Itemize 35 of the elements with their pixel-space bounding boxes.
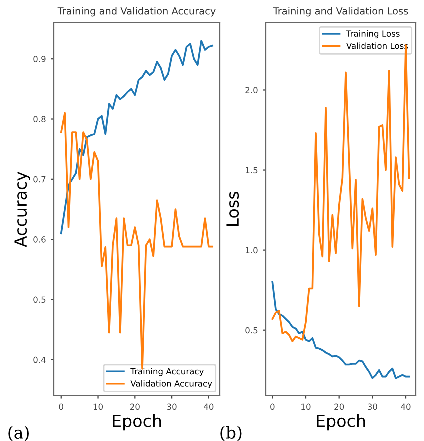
y-axis-title: Loss — [226, 192, 240, 226]
text: (b) — [220, 426, 242, 441]
line-series — [272, 44, 410, 342]
x-tick-label: 20 — [130, 404, 140, 410]
x-tick-label: 0 — [270, 404, 275, 410]
x-axis-title: Epoch — [317, 414, 366, 431]
y-tick-label: 0.4 — [34, 356, 46, 364]
x-tick-label: 30 — [368, 404, 378, 410]
chart-title: Training and Validation Accuracy — [58, 7, 216, 17]
y-tick-label: 0.6 — [34, 236, 46, 243]
x-tick-label: 30 — [167, 404, 177, 410]
y-tick-label: 0.5 — [34, 296, 46, 304]
y-axis-title: Accuracy — [14, 172, 30, 248]
line-series — [272, 281, 410, 380]
y-tick-label: 0.9 — [34, 56, 46, 62]
x-tick-label: 20 — [334, 404, 344, 410]
y-tick-label: 0.8 — [34, 116, 46, 123]
x-tick-label: 0 — [59, 404, 64, 410]
y-tick-label: 2.0 — [246, 87, 258, 94]
legend-label: Training Accuracy — [130, 368, 204, 376]
x-axis-title: Epoch — [113, 414, 162, 431]
x-tick-label: 40 — [401, 404, 411, 410]
x-tick-label: 10 — [302, 404, 311, 410]
line-series — [60, 40, 214, 234]
y-tick-label: 0.5 — [246, 327, 258, 334]
legend-label: Validation Accuracy — [130, 380, 212, 388]
y-tick-label: 0.7 — [34, 176, 46, 183]
y-tick-label: 1.0 — [246, 247, 258, 254]
legend-label: Training Loss — [346, 30, 400, 39]
x-tick-label: 40 — [204, 404, 214, 410]
y-tick-label: 1.5 — [246, 167, 258, 174]
line-series — [60, 112, 214, 370]
x-tick-label: 10 — [94, 404, 104, 410]
text: (a) — [8, 426, 29, 441]
chart-title: Training and Validation Loss — [273, 7, 408, 17]
